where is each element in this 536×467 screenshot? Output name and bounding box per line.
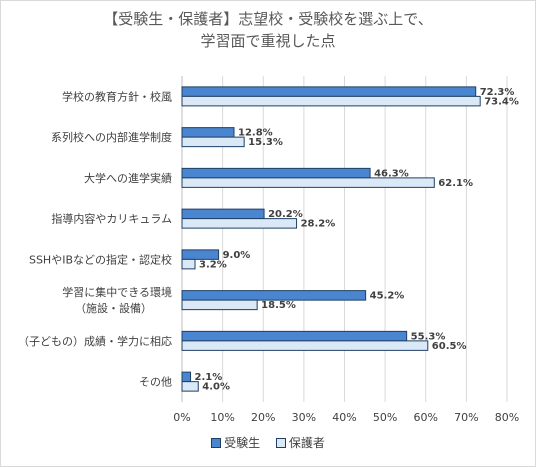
x-tick-label: 70%: [454, 411, 478, 424]
bar: [181, 258, 196, 270]
data-label: 15.3%: [248, 137, 283, 148]
category-label: 指導内容やカリキュラム: [51, 212, 172, 226]
category-label: 大学への進学実績: [84, 171, 172, 185]
bar: [181, 218, 298, 229]
legend-item-examinee: 受験生: [211, 434, 260, 451]
category-label: SSHやIBなどの指定・認定校: [29, 252, 172, 266]
bar: [181, 95, 481, 107]
x-tick-label: 50%: [373, 411, 397, 424]
data-label: 73.4%: [484, 96, 519, 107]
data-label: 9.0%: [223, 250, 251, 261]
bar: [181, 86, 477, 97]
data-label: 46.3%: [374, 168, 409, 179]
data-label: 60.5%: [432, 341, 467, 352]
legend-label-examinee: 受験生: [224, 436, 261, 450]
category-label: （施設・設備）: [75, 301, 152, 315]
category-label: 系列校への内部進学制度: [51, 130, 172, 144]
category-label: 学校の教育方針・校風: [62, 89, 172, 103]
chart-title-line-1: 【受験生・保護者】志望校・受験校を選ぶ上で、: [103, 10, 433, 28]
legend-item-guardian: 保護者: [275, 434, 325, 451]
x-tick-label: 30%: [292, 411, 316, 424]
bar: [181, 381, 199, 392]
bar: [181, 127, 235, 138]
bar: [181, 299, 258, 311]
category-label: 学習に集中できる環境: [62, 285, 172, 299]
chart-title-line-2: 学習面で重視した点: [200, 32, 336, 50]
bar: [181, 167, 371, 179]
x-tick-label: 0%: [173, 411, 190, 424]
data-label: 20.2%: [268, 209, 303, 220]
legend: 受験生 保護者: [0, 434, 536, 451]
bar: [181, 177, 435, 188]
data-label: 72.3%: [480, 87, 515, 98]
bar: [181, 136, 245, 148]
chart-title: 【受験生・保護者】志望校・受験校を選ぶ上で、 学習面で重視した点: [0, 8, 536, 52]
data-label: 3.2%: [199, 259, 227, 270]
x-tick-label: 10%: [210, 411, 234, 424]
bar: [181, 249, 220, 260]
legend-label-guardian: 保護者: [288, 436, 325, 450]
data-label: 62.1%: [438, 178, 473, 189]
legend-swatch-examinee: [211, 437, 222, 448]
bar: [181, 330, 408, 342]
legend-swatch-guardian: [275, 437, 286, 448]
data-label: 2.1%: [195, 372, 223, 383]
data-label: 12.8%: [238, 128, 273, 139]
data-label: 4.0%: [202, 382, 230, 393]
x-tick-label: 60%: [414, 411, 438, 424]
data-label: 18.5%: [261, 300, 296, 311]
bar: [181, 340, 429, 351]
data-label: 55.3%: [411, 331, 446, 342]
bar: [181, 290, 367, 301]
data-label: 45.2%: [370, 291, 405, 302]
data-label: 28.2%: [301, 219, 336, 230]
bar: [181, 208, 265, 220]
bar: [181, 371, 192, 383]
x-tick-label: 20%: [251, 411, 275, 424]
category-label: （子どもの）成績・学力に相応: [18, 334, 172, 348]
x-tick-label: 80%: [495, 411, 519, 424]
x-tick-label: 40%: [332, 411, 356, 424]
category-label: その他: [139, 376, 172, 389]
